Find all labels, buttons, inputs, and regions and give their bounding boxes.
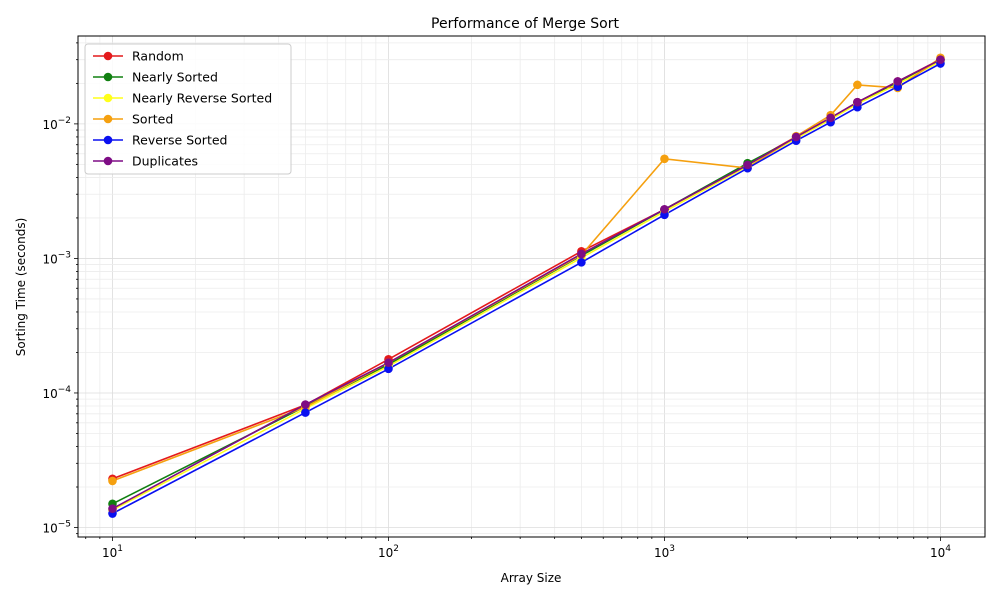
legend-label-sorted: Sorted	[132, 112, 173, 127]
legend-marker-sorted	[103, 114, 113, 124]
legend-label-nearly-sorted: Nearly Sorted	[132, 70, 218, 85]
y-tick-label: 10−2	[42, 116, 71, 132]
data-point-reverse-sorted	[577, 258, 586, 267]
data-point-duplicates	[660, 204, 669, 214]
data-point-sorted	[853, 80, 862, 90]
data-point-duplicates	[791, 132, 801, 142]
data-point-sorted	[660, 154, 669, 164]
legend-marker-reverse-sorted	[103, 135, 113, 145]
data-point-reverse-sorted	[301, 408, 310, 417]
data-point-duplicates	[853, 97, 862, 107]
legend-label-random: Random	[132, 49, 184, 64]
x-axis-label: Array Size	[501, 571, 562, 585]
data-point-duplicates	[577, 249, 586, 259]
y-axis-label: Sorting Time (seconds)	[14, 218, 28, 357]
x-tick-label: 104	[930, 544, 951, 560]
legend-box	[84, 43, 292, 175]
y-tick-label: 10−5	[42, 520, 71, 536]
legend-label-duplicates: Duplicates	[132, 154, 198, 169]
data-point-duplicates	[384, 358, 393, 367]
series-markers	[108, 53, 945, 518]
legend-marker-duplicates	[103, 156, 113, 166]
legend-marker-nearly-sorted	[103, 72, 113, 82]
data-point-sorted	[108, 476, 117, 486]
y-tick-label: 10−4	[42, 385, 71, 401]
data-point-reverse-sorted	[384, 364, 393, 374]
data-point-duplicates	[108, 504, 117, 513]
chart-title: Performance of Merge Sort	[431, 16, 619, 32]
y-tick-label: 10−3	[42, 250, 71, 266]
legend: Random Nearly Sorted Nearly Reverse Sorted…	[84, 43, 292, 175]
legend-label-reverse-sorted: Reverse Sorted	[132, 133, 227, 148]
legend-marker-random	[103, 51, 113, 61]
data-point-duplicates	[893, 77, 903, 86]
data-point-duplicates	[743, 160, 752, 170]
x-tick-label: 101	[102, 544, 123, 560]
x-tick-label: 102	[378, 544, 399, 560]
data-point-duplicates	[301, 400, 310, 409]
x-tick-label: 103	[654, 544, 675, 560]
data-point-duplicates	[826, 113, 835, 123]
legend-marker-nearly-reverse-sorted	[103, 93, 113, 103]
axis-ticks: 101 102 103 104 10−5 10−4 10−3 10−2	[42, 42, 951, 560]
plot-frame	[77, 35, 986, 538]
legend-label-nearly-reverse-sorted: Nearly Reverse Sorted	[132, 91, 272, 106]
data-point-duplicates	[936, 55, 945, 64]
